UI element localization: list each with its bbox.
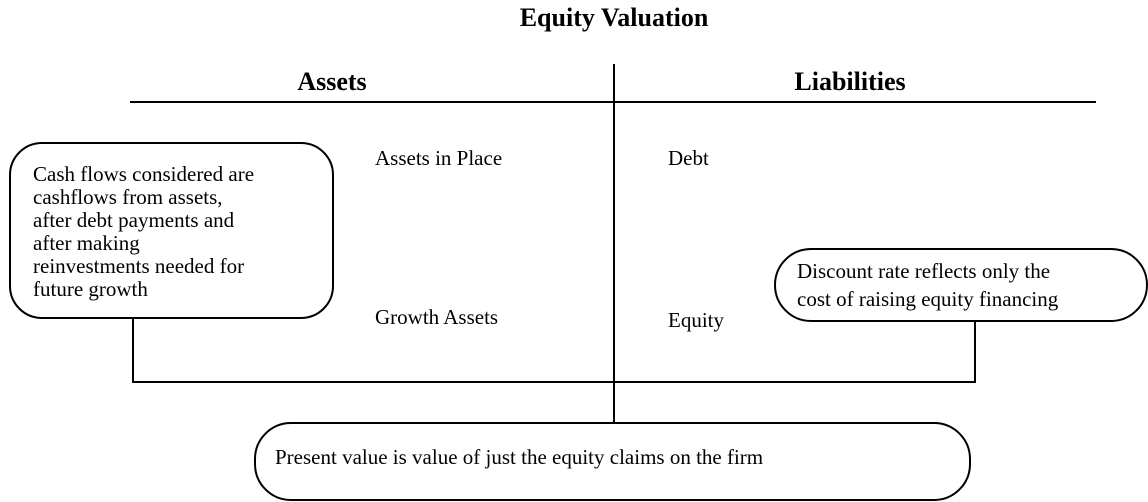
liabilities-header: Liabilities [794,67,905,96]
text-line: future growth [33,277,148,301]
asset-item: Growth Assets [375,305,498,329]
liability-item: Debt [668,146,709,170]
text-line: Cash flows considered are [33,162,254,186]
asset-item: Assets in Place [375,146,502,170]
text-line: cashflows from assets, [33,185,223,209]
title: Equity Valuation [520,3,709,32]
discount-box [774,248,1148,322]
text-line: Discount rate reflects only the [797,259,1050,283]
cash-flow-box [9,142,334,319]
discount-text: Discount rate reflects only the cost of r… [797,259,1059,311]
present-value-text: Present value is value of just the equit… [275,445,763,469]
connector [132,318,976,383]
liability-item: Equity [668,308,724,332]
present-value-box [254,422,971,501]
text-line: after debt payments and [33,208,235,232]
text-line: after making [33,231,140,255]
text-line: reinvestments needed for [33,254,244,278]
text-line: cost of raising equity financing [797,287,1059,311]
assets-header: Assets [297,67,366,96]
